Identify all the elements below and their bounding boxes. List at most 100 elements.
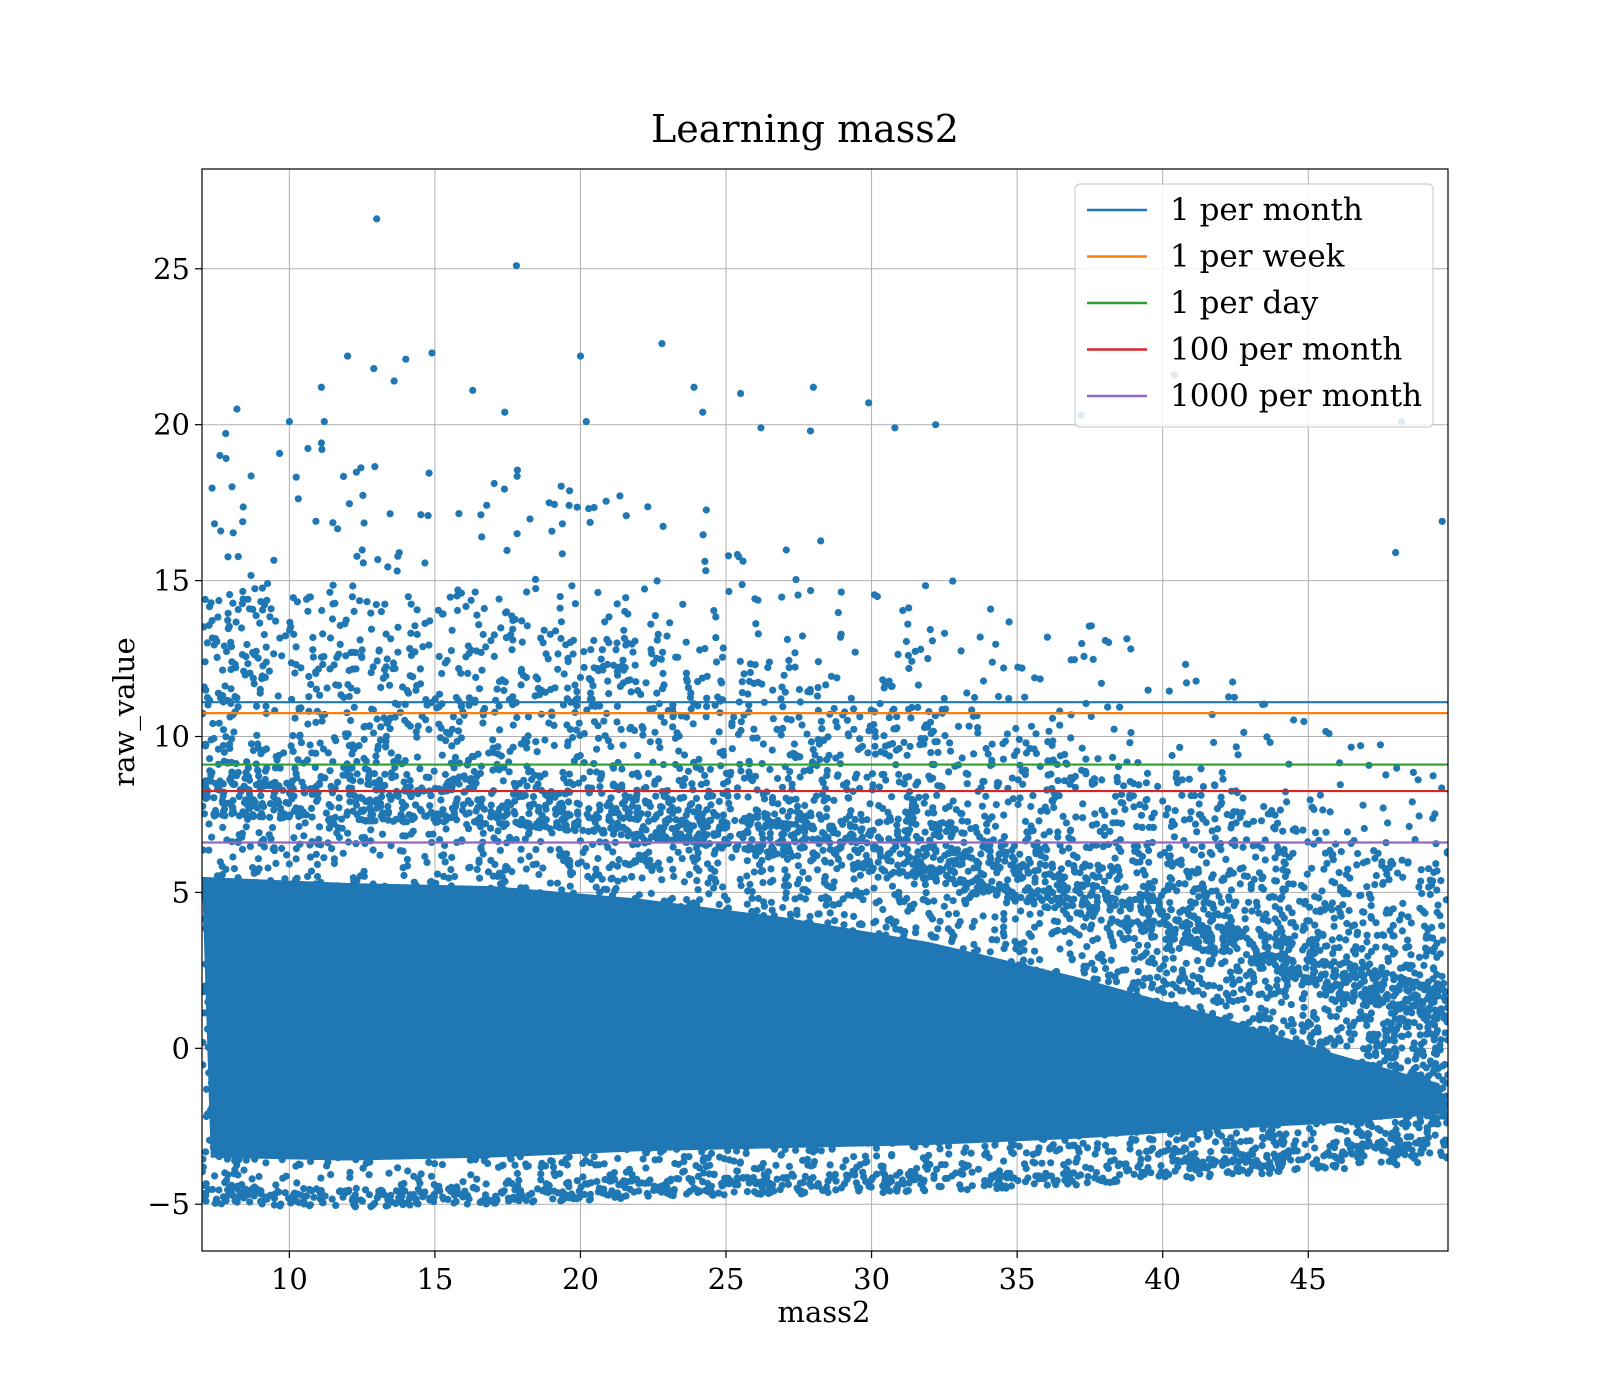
scatter-point	[1323, 859, 1331, 868]
scatter-point	[287, 940, 295, 948]
scatter-point	[1157, 1114, 1165, 1122]
scatter-point	[1029, 792, 1037, 800]
scatter-point	[487, 884, 495, 892]
scatter-point	[1071, 783, 1079, 792]
scatter-point	[778, 783, 787, 791]
scatter-point	[930, 1078, 938, 1086]
scatter-point	[532, 845, 540, 854]
scatter-point	[592, 865, 600, 873]
scatter-point	[1192, 1096, 1200, 1104]
scatter-point	[946, 739, 954, 747]
scatter-point	[1154, 1150, 1162, 1158]
scatter-point	[669, 843, 677, 851]
scatter-point	[767, 865, 775, 873]
scatter-point	[469, 951, 477, 960]
scatter-point	[202, 1197, 210, 1205]
scatter-point	[1145, 823, 1153, 831]
scatter-point	[326, 948, 335, 957]
scatter-point	[750, 868, 758, 876]
scatter-point	[791, 929, 800, 937]
scatter-point	[437, 885, 445, 894]
scatter-point	[771, 810, 779, 818]
scatter-point	[216, 451, 224, 460]
scatter-point	[687, 936, 695, 945]
scatter-point	[647, 1043, 655, 1051]
scatter-point	[784, 774, 792, 783]
scatter-point	[522, 1060, 530, 1068]
scatter-point	[941, 1009, 949, 1017]
scatter-point	[393, 947, 402, 955]
scatter-point	[505, 768, 513, 776]
scatter-point	[769, 715, 777, 723]
scatter-point	[215, 719, 223, 727]
scatter-point	[1070, 895, 1078, 903]
scatter-point	[674, 653, 682, 661]
scatter-point	[265, 667, 273, 675]
scatter-point	[737, 726, 745, 735]
scatter-point	[779, 1021, 787, 1029]
scatter-point	[1417, 866, 1425, 874]
scatter-point	[920, 1065, 928, 1074]
scatter-point	[619, 741, 627, 749]
scatter-point	[874, 873, 882, 881]
scatter-point	[1102, 964, 1110, 973]
scatter-point	[804, 875, 813, 883]
scatter-point	[894, 650, 902, 659]
scatter-point	[1084, 1173, 1092, 1181]
scatter-point	[690, 857, 698, 865]
scatter-point	[1032, 749, 1040, 758]
scatter-point	[1352, 1077, 1360, 1085]
scatter-point	[267, 605, 275, 613]
scatter-point	[1152, 1119, 1160, 1127]
scatter-point	[782, 1075, 790, 1083]
scatter-point	[428, 916, 436, 924]
scatter-point	[930, 897, 938, 905]
scatter-point	[639, 911, 647, 919]
scatter-point	[1343, 1042, 1351, 1050]
scatter-point	[654, 630, 662, 639]
scatter-point	[204, 998, 212, 1006]
scatter-point	[798, 721, 806, 729]
scatter-point	[1208, 827, 1216, 835]
scatter-point	[297, 739, 305, 747]
scatter-point	[773, 774, 782, 783]
scatter-point	[1069, 902, 1077, 910]
scatter-point	[739, 1174, 747, 1182]
scatter-point	[679, 600, 687, 608]
scatter-point	[1035, 919, 1044, 928]
scatter-point	[250, 1115, 258, 1123]
scatter-point	[942, 968, 950, 977]
scatter-point	[921, 722, 929, 731]
scatter-point	[974, 994, 982, 1002]
scatter-point	[832, 1044, 841, 1052]
scatter-point	[480, 604, 488, 613]
scatter-point	[1302, 964, 1310, 972]
scatter-point	[728, 719, 736, 727]
scatter-point	[794, 862, 803, 870]
scatter-point	[518, 1126, 526, 1134]
scatter-point	[499, 777, 507, 785]
scatter-point	[960, 954, 968, 962]
scatter-point	[253, 897, 261, 905]
scatter-point	[1301, 942, 1309, 950]
scatter-point	[1083, 1179, 1091, 1187]
scatter-point	[1007, 1182, 1016, 1190]
scatter-point	[421, 559, 429, 567]
scatter-point	[1101, 1141, 1110, 1149]
scatter-point	[319, 660, 327, 669]
scatter-point	[780, 671, 788, 679]
scatter-point	[1264, 983, 1272, 992]
scatter-point	[668, 1018, 677, 1026]
scatter-point	[508, 950, 517, 959]
scatter-point	[517, 665, 526, 674]
scatter-point	[437, 796, 445, 804]
scatter-point	[434, 870, 442, 878]
scatter-point	[518, 638, 526, 646]
scatter-point	[785, 797, 793, 805]
scatter-point	[386, 510, 394, 518]
scatter-point	[806, 920, 814, 928]
scatter-point	[593, 745, 601, 753]
scatter-point	[319, 1034, 327, 1042]
scatter-point	[505, 1138, 513, 1146]
scatter-point	[1419, 1092, 1427, 1100]
